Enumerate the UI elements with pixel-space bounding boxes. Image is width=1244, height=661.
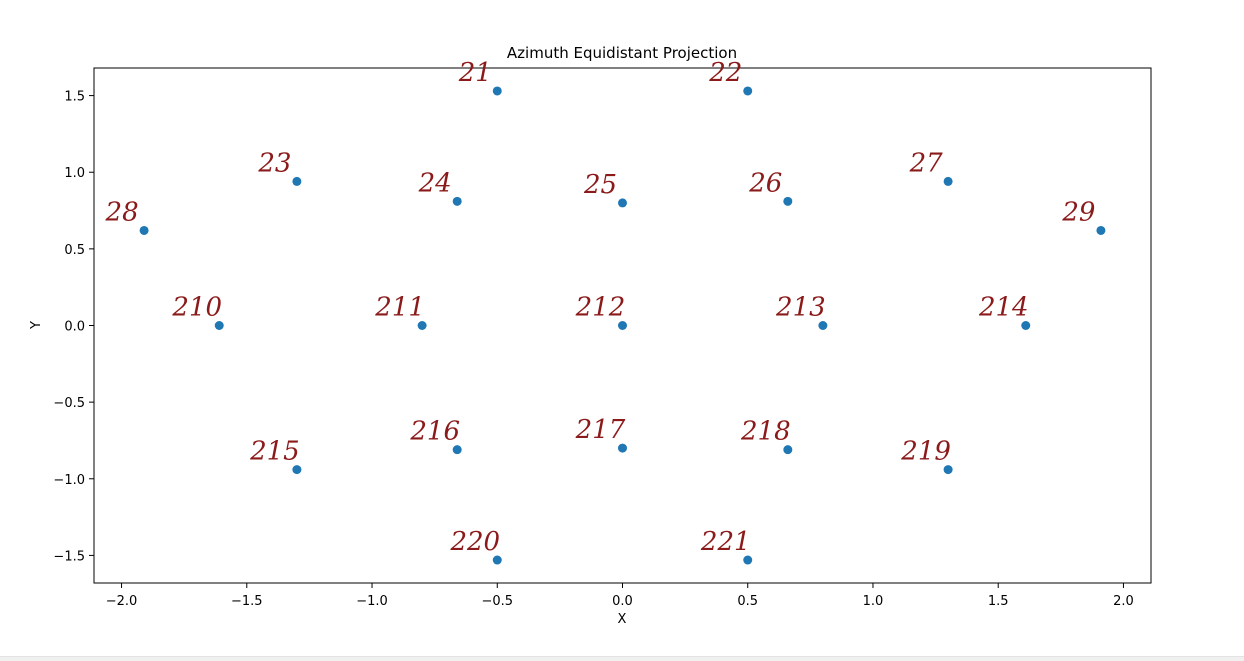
data-point [292,176,302,186]
data-point [743,555,753,565]
y-tick-label: −1.5 [53,549,85,564]
point-label: 21 [458,58,492,88]
y-tick-label: 0.5 [64,243,85,258]
x-tick-label: −1.0 [356,594,388,609]
data-point [292,465,302,475]
point-label: 214 [978,293,1029,323]
plot-area: −2.0 −1.5 −1.0 −0.5 0.0 0.5 1.0 1.5 2.0 −1.5 −1.0 −… [53,58,1152,609]
point-label: 216 [409,417,460,447]
point-label: 217 [575,415,626,445]
x-tick-label: 0.5 [737,594,758,609]
data-point [743,86,753,96]
data-point [943,465,953,475]
point-label: 211 [374,293,425,323]
point-label: 219 [900,437,951,467]
x-tick-label: −0.5 [481,594,513,609]
data-point [417,321,427,330]
point-label: 27 [909,148,944,178]
chart-title: Azimuth Equidistant Projection [507,44,737,62]
data-point [1096,225,1106,235]
point-label: 29 [1061,197,1095,227]
x-tick-label: 0.0 [612,594,633,609]
data-point [139,225,149,235]
point-label: 215 [249,437,300,467]
x-tick-label: −1.5 [231,594,263,609]
y-axis-title: Y [29,321,44,330]
y-tick-label: 0.0 [64,320,85,335]
data-point [492,555,502,565]
data-point [618,443,627,453]
point-label: 210 [171,293,222,323]
data-point [492,86,502,96]
point-label: 24 [418,168,452,198]
x-tick-label: 2.0 [1113,594,1134,609]
y-tick-label: −1.0 [53,473,85,488]
window-bottom-strip [0,656,1244,661]
point-label: 25 [583,170,617,200]
point-label: 221 [700,527,751,557]
x-tick-label: 1.0 [863,594,884,609]
data-point [783,445,793,455]
point-label: 28 [105,197,139,227]
x-axis-title: X [618,612,627,627]
y-tick-label: 1.5 [64,90,85,105]
point-label: 218 [740,417,791,447]
data-point [943,176,953,186]
point-label: 220 [449,527,500,557]
x-tick-label: −2.0 [106,594,138,609]
point-label: 213 [775,293,826,323]
point-label: 26 [748,168,782,198]
data-point [214,321,224,330]
x-tick-label: 1.5 [988,594,1009,609]
data-point [618,321,627,330]
data-point [1021,321,1031,330]
data-point [818,321,828,330]
data-point [452,196,462,206]
data-point [618,198,627,208]
data-point [452,445,462,455]
y-tick-label: 1.0 [64,166,85,181]
point-label: 23 [257,148,291,178]
y-tick-label: −0.5 [53,396,85,411]
data-point [783,196,793,206]
point-label: 212 [575,293,626,323]
point-label: 22 [708,58,742,88]
